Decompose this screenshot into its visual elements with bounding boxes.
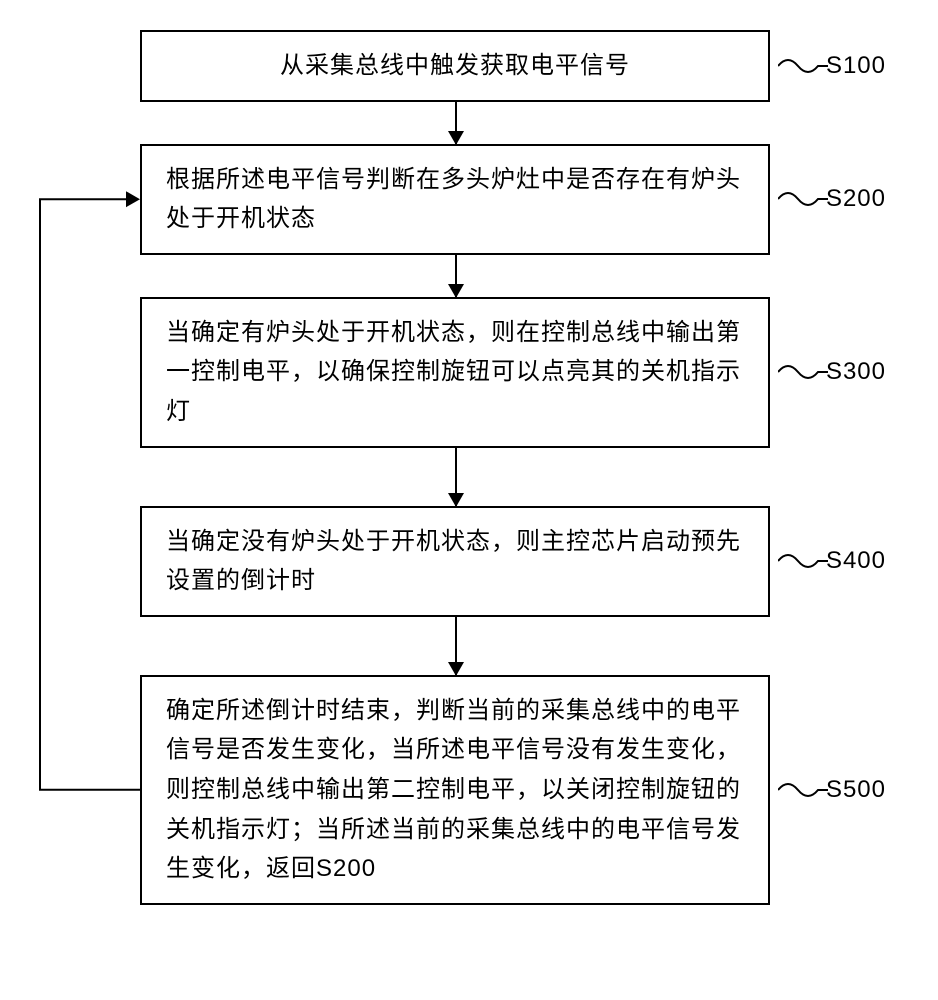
flow-step-s300: 当确定有炉头处于开机状态，则在控制总线中输出第一控制电平，以确保控制旋钮可以点亮… xyxy=(140,297,770,448)
flow-step-s200: 根据所述电平信号判断在多头炉灶中是否存在有炉头处于开机状态 S200 xyxy=(140,144,770,255)
step-label: S300 xyxy=(826,352,886,392)
flow-step-s500: 确定所述倒计时结束，判断当前的采集总线中的电平信号是否发生变化，当所述电平信号没… xyxy=(140,675,770,905)
flow-step-s100: 从采集总线中触发获取电平信号 S100 xyxy=(140,30,770,102)
step-label: S500 xyxy=(826,770,886,810)
arrow-s200-s300 xyxy=(455,255,457,297)
step-text: 确定所述倒计时结束，判断当前的采集总线中的电平信号是否发生变化，当所述电平信号没… xyxy=(166,697,741,882)
step-text: 从采集总线中触发获取电平信号 xyxy=(280,52,630,79)
step-label: S200 xyxy=(826,179,886,219)
flowchart-container: 从采集总线中触发获取电平信号 S100 根据所述电平信号判断在多头炉灶中是否存在… xyxy=(60,30,880,905)
step-text: 当确定有炉头处于开机状态，则在控制总线中输出第一控制电平，以确保控制旋钮可以点亮… xyxy=(166,319,741,425)
arrow-s300-s400 xyxy=(455,448,457,506)
connector-squiggle xyxy=(778,358,828,386)
connector-squiggle xyxy=(778,185,828,213)
step-label: S400 xyxy=(826,541,886,581)
arrow-s400-s500 xyxy=(455,617,457,675)
connector-squiggle xyxy=(778,52,828,80)
arrow-s100-s200 xyxy=(455,102,457,144)
step-text: 根据所述电平信号判断在多头炉灶中是否存在有炉头处于开机状态 xyxy=(166,166,741,233)
step-text: 当确定没有炉头处于开机状态，则主控芯片启动预先设置的倒计时 xyxy=(166,528,741,595)
step-label: S100 xyxy=(826,46,886,86)
connector-squiggle xyxy=(778,547,828,575)
flow-step-s400: 当确定没有炉头处于开机状态，则主控芯片启动预先设置的倒计时 S400 xyxy=(140,506,770,617)
connector-squiggle xyxy=(778,776,828,804)
